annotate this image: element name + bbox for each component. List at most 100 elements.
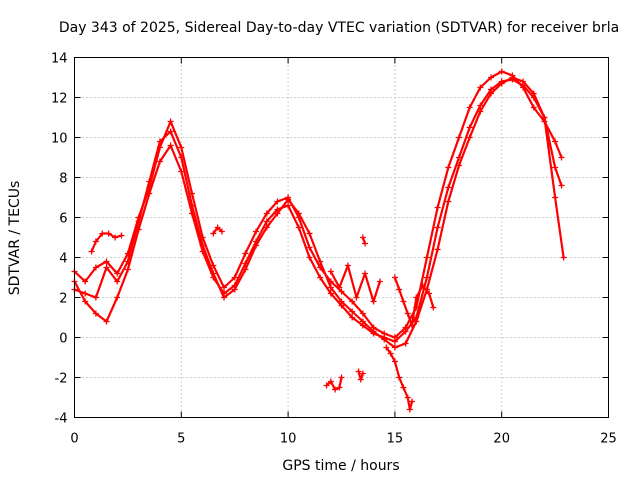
- data-point: [336, 384, 343, 391]
- data-point: [167, 142, 174, 149]
- data-point: [391, 358, 398, 365]
- data-point: [327, 284, 334, 291]
- data-point: [210, 230, 217, 237]
- y-tick-label: 12: [51, 92, 68, 107]
- data-point: [327, 268, 334, 275]
- data-point: [167, 128, 174, 135]
- y-tick-label: 4: [59, 252, 67, 267]
- data-point: [135, 218, 142, 225]
- data-point: [263, 210, 270, 217]
- y-tick-label: 14: [51, 52, 68, 67]
- data-point: [423, 254, 430, 261]
- series-trace-7: [355, 368, 366, 383]
- series-trace-10: [391, 274, 437, 329]
- data-point: [391, 274, 398, 281]
- data-point: [306, 244, 313, 251]
- series-trace-4: [88, 230, 125, 255]
- data-point: [103, 264, 110, 271]
- data-point: [530, 104, 537, 111]
- y-tick-label: -2: [55, 372, 68, 387]
- data-point: [327, 290, 334, 297]
- series-line: [73, 76, 565, 349]
- data-point: [498, 80, 505, 87]
- y-tick-label: 0: [59, 332, 67, 347]
- data-series: [71, 68, 567, 413]
- data-point: [221, 284, 228, 291]
- y-axis-label: SDTVAR / TECUs: [7, 181, 23, 296]
- data-point: [466, 104, 473, 111]
- data-point: [359, 234, 366, 241]
- data-point: [99, 230, 106, 237]
- data-point: [156, 158, 163, 165]
- data-point: [274, 198, 281, 205]
- data-point: [338, 288, 345, 295]
- data-point: [359, 370, 366, 377]
- data-point: [406, 406, 413, 413]
- data-point: [295, 210, 302, 217]
- data-point: [306, 254, 313, 261]
- data-point: [178, 154, 185, 161]
- data-point: [253, 228, 260, 235]
- data-point: [124, 258, 131, 265]
- data-point: [112, 234, 119, 241]
- data-point: [408, 322, 415, 329]
- grid: [74, 57, 609, 418]
- data-point: [383, 344, 390, 351]
- series-trace-11: [327, 262, 383, 305]
- data-point: [242, 266, 249, 273]
- data-point: [114, 270, 121, 277]
- series-line: [73, 70, 563, 339]
- y-tick-label: 10: [51, 132, 68, 147]
- data-point: [357, 376, 364, 383]
- data-point: [445, 198, 452, 205]
- data-point: [242, 250, 249, 257]
- data-point: [231, 274, 238, 281]
- data-point: [560, 254, 567, 261]
- data-point: [488, 90, 495, 97]
- data-point: [477, 84, 484, 91]
- data-point: [355, 368, 362, 375]
- data-point: [402, 340, 409, 347]
- data-point: [253, 242, 260, 249]
- data-point: [361, 270, 368, 277]
- data-point: [361, 240, 368, 247]
- data-point: [338, 374, 345, 381]
- data-point: [285, 196, 292, 203]
- x-tick-label: 15: [387, 432, 404, 447]
- data-point: [221, 294, 228, 301]
- data-point: [146, 190, 153, 197]
- data-point: [558, 154, 565, 161]
- data-point: [103, 258, 110, 265]
- data-point: [419, 282, 426, 289]
- data-point: [92, 310, 99, 317]
- y-tick-label: 2: [59, 292, 67, 307]
- data-point: [214, 224, 221, 231]
- data-point: [477, 102, 484, 109]
- data-point: [82, 290, 89, 297]
- data-point: [210, 270, 217, 277]
- data-point: [114, 278, 121, 285]
- data-point: [376, 278, 383, 285]
- series-trace-2: [71, 76, 565, 345]
- data-point: [336, 284, 343, 291]
- x-tick-label: 10: [280, 432, 297, 447]
- data-point: [381, 336, 388, 343]
- data-point: [434, 204, 441, 211]
- data-point: [344, 262, 351, 269]
- data-point: [552, 194, 559, 201]
- data-point: [156, 138, 163, 145]
- data-point: [413, 318, 420, 325]
- data-point: [118, 232, 125, 239]
- data-point: [349, 298, 356, 305]
- chart-title: Day 343 of 2025, Sidereal Day-to-day VTE…: [59, 20, 619, 36]
- axis-ticks: 0 5 10 15 20 25 -4 -2 0 2 4 6 8 10 12 14: [51, 52, 617, 447]
- data-point: [552, 138, 559, 145]
- data-point: [404, 310, 411, 317]
- data-point: [455, 162, 462, 169]
- data-point: [317, 258, 324, 265]
- data-point: [396, 374, 403, 381]
- data-point: [541, 114, 548, 121]
- data-point: [231, 286, 238, 293]
- data-point: [199, 242, 206, 249]
- data-point: [466, 124, 473, 131]
